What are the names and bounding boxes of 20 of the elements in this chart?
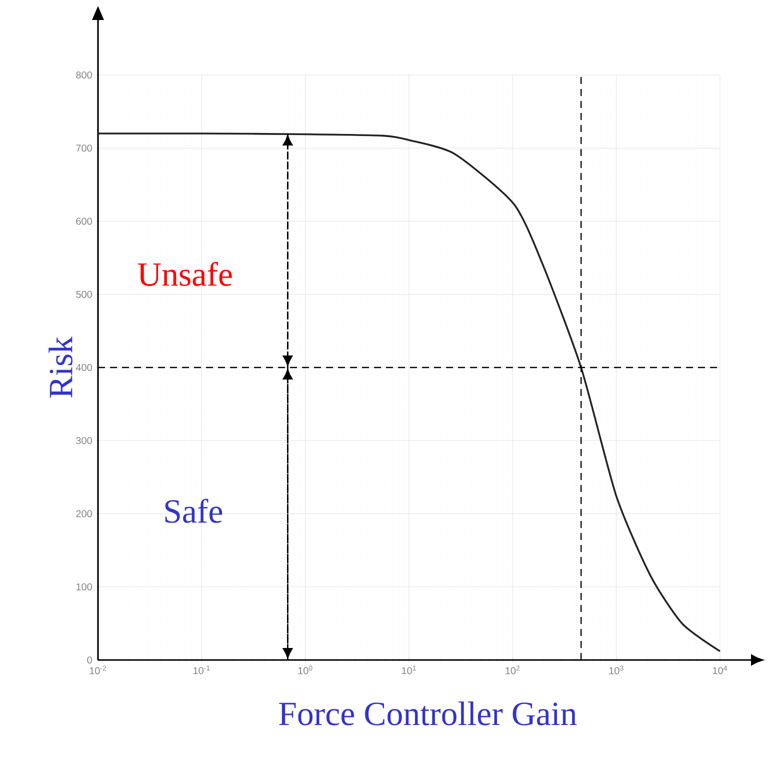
x-tick-label: 10$^{-2}$ [90, 666, 106, 674]
y-tick-label: 800 [76, 71, 92, 79]
y-tick-label: 700 [76, 144, 92, 152]
y-tick-label: 600 [76, 218, 92, 225]
y-tick-label: 300 [76, 437, 92, 444]
y-axis-title: Risk [48, 336, 72, 398]
x-tick-label: 10$^{1}$ [402, 666, 416, 674]
x-tick-label: 10$^{2}$ [506, 666, 520, 674]
y-tick-label: 500 [76, 290, 92, 298]
annotation: Unsafe [138, 262, 232, 286]
x-tick-label: 10$^{3}$ [609, 666, 624, 674]
x-tick-label: 10$^{4}$ [713, 666, 728, 674]
x-axis-title: Force Controller Gain [279, 702, 577, 726]
y-tick-label: 200 [76, 510, 92, 518]
y-tick-label: 0 [87, 656, 92, 664]
x-tick-label: 10$^{-1}$ [194, 666, 210, 674]
annotation: Safe [165, 498, 222, 523]
y-tick-label: 100 [76, 583, 92, 590]
x-tick-label: 10$^{0}$ [298, 666, 312, 674]
y-tick-label: 400 [76, 364, 92, 372]
